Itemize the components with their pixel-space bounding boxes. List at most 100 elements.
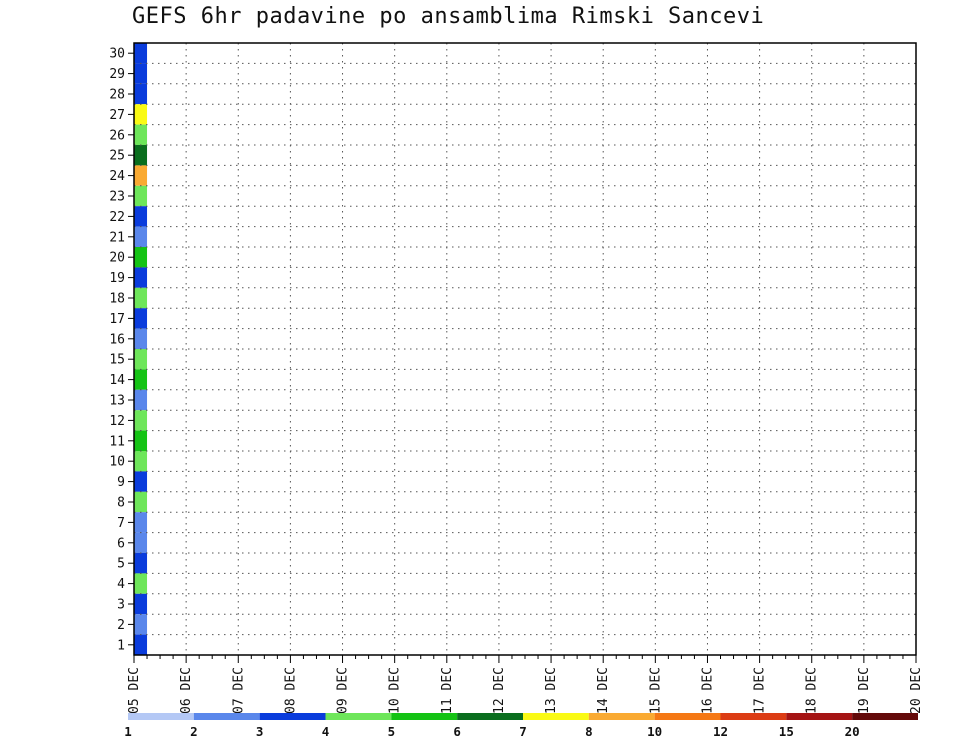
x-tick-label: 19 DEC <box>857 667 872 714</box>
y-tick-label: 18 <box>109 292 125 307</box>
heatmap-cell <box>134 145 148 166</box>
y-tick-label: 19 <box>109 271 125 286</box>
colorbar-segment <box>720 713 787 720</box>
y-tick-label: 2 <box>117 618 125 633</box>
colorbar-segment <box>654 713 721 720</box>
heatmap-cell <box>134 124 148 145</box>
colorbar-label: 3 <box>256 724 264 739</box>
y-tick-label: 1 <box>117 638 125 653</box>
colorbar-segment <box>852 713 918 720</box>
colorbar-segment <box>391 713 458 720</box>
x-tick-label: 07 DEC <box>231 667 246 714</box>
heatmap-cell <box>134 226 148 247</box>
x-tick-label: 05 DEC <box>127 667 142 714</box>
heatmap-cell <box>134 206 148 227</box>
colorbar-segment <box>128 713 194 720</box>
x-tick-label: 13 DEC <box>544 667 559 714</box>
heatmap-cell <box>134 614 148 635</box>
y-tick-label: 28 <box>109 88 125 103</box>
colorbar-segment <box>325 713 392 720</box>
heatmap-cell <box>134 471 148 492</box>
x-tick-label: 20 DEC <box>909 667 924 714</box>
x-tick-label: 11 DEC <box>440 667 455 714</box>
y-tick-label: 13 <box>109 394 125 409</box>
heatmap-cell <box>134 573 148 594</box>
x-tick-label: 08 DEC <box>283 667 298 714</box>
colorbar-segment <box>786 713 853 720</box>
x-tick-label: 16 DEC <box>700 667 715 714</box>
heatmap-cell <box>134 287 148 309</box>
y-tick-label: 10 <box>109 455 125 470</box>
colorbar-segment <box>588 713 655 720</box>
heatmap-cell <box>134 328 148 349</box>
heatmap-cell <box>134 553 148 574</box>
heatmap-cell <box>134 104 148 125</box>
colorbar-segment <box>523 713 589 720</box>
colorbar-label: 6 <box>453 724 461 739</box>
x-axis: 05 DEC 06 DEC 07 DEC 08 DEC 09 DEC 10 DEC 11 D… <box>127 655 924 714</box>
heatmap-cell <box>134 512 148 533</box>
colorbar: 1 2 3 4 5 6 7 8 10 12 15 20 <box>124 713 918 739</box>
y-tick-label: 8 <box>117 496 125 511</box>
x-tick-label: 12 DEC <box>492 667 507 714</box>
y-tick-label: 24 <box>109 169 125 184</box>
y-tick-label: 5 <box>117 557 125 572</box>
heatmap-cell <box>134 185 148 207</box>
y-axis: 1234567891011121314151617181920212223242… <box>109 47 134 653</box>
colorbar-label: 12 <box>713 724 728 739</box>
colorbar-label: 1 <box>124 724 132 739</box>
y-tick-label: 6 <box>117 536 125 551</box>
colorbar-label: 10 <box>647 724 662 739</box>
heatmap-cells <box>134 43 148 655</box>
heatmap-cell <box>134 532 148 553</box>
y-tick-label: 25 <box>109 149 125 164</box>
colorbar-segment <box>457 713 523 720</box>
heatmap-cell <box>134 491 148 513</box>
heatmap-cell <box>134 634 148 655</box>
x-tick-label: 06 DEC <box>179 667 194 714</box>
heatmap-cell <box>134 410 148 431</box>
x-tick-label: 14 DEC <box>596 667 611 714</box>
y-tick-label: 14 <box>109 373 125 388</box>
y-tick-label: 29 <box>109 67 125 82</box>
chart-title: GEFS 6hr padavine po ansamblima Rimski S… <box>132 4 765 29</box>
y-tick-label: 9 <box>117 475 125 490</box>
heatmap-cell <box>134 430 148 451</box>
heatmap-cell <box>134 389 148 411</box>
colorbar-label: 20 <box>845 724 860 739</box>
y-tick-label: 4 <box>117 577 125 592</box>
heatmap-cell <box>134 349 148 370</box>
heatmap-cell <box>134 63 148 84</box>
heatmap-cell <box>134 247 148 268</box>
colorbar-segment <box>193 713 260 720</box>
y-tick-label: 16 <box>109 332 125 347</box>
colorbar-label: 2 <box>190 724 198 739</box>
heatmap-cell <box>134 451 148 472</box>
y-tick-label: 15 <box>109 353 125 368</box>
colorbar-label: 5 <box>388 724 396 739</box>
x-tick-label: 17 DEC <box>753 667 768 714</box>
heatmap-cell <box>134 308 148 329</box>
heatmap-cell <box>134 43 148 64</box>
colorbar-segment <box>259 713 326 720</box>
y-tick-label: 22 <box>109 210 125 225</box>
x-tick-label: 10 DEC <box>388 667 403 714</box>
y-tick-label: 20 <box>109 251 125 266</box>
y-tick-label: 26 <box>109 128 125 143</box>
y-tick-label: 11 <box>109 434 125 449</box>
heatmap-cell <box>134 593 148 615</box>
y-tick-label: 3 <box>117 598 125 613</box>
heatmap-cell <box>134 83 148 105</box>
heatmap-cell <box>134 165 148 186</box>
y-tick-label: 23 <box>109 190 125 205</box>
x-tick-label: 15 DEC <box>648 667 663 714</box>
colorbar-label: 7 <box>519 724 527 739</box>
y-tick-label: 17 <box>109 312 125 327</box>
y-tick-label: 21 <box>109 230 125 245</box>
y-tick-label: 30 <box>109 47 125 62</box>
x-tick-label: 09 DEC <box>336 667 351 714</box>
x-tick-label: 18 DEC <box>805 667 820 714</box>
heatmap-cell <box>134 267 148 288</box>
colorbar-label: 15 <box>779 724 794 739</box>
